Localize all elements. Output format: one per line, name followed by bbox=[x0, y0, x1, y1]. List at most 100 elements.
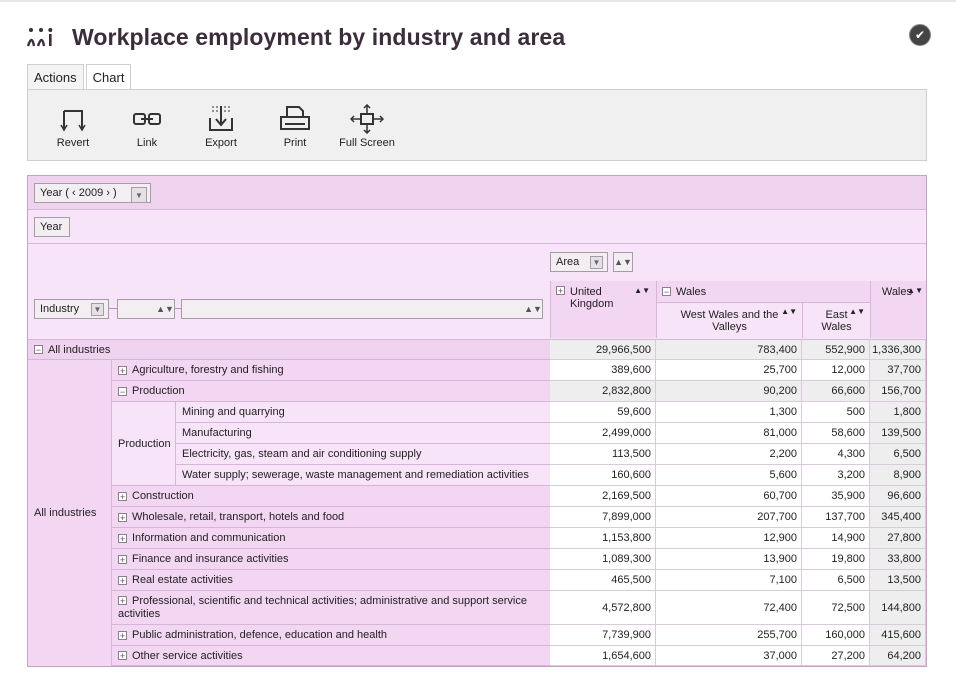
expand-icon[interactable]: + bbox=[118, 491, 127, 502]
tab-chart[interactable]: Chart bbox=[85, 64, 132, 89]
row-electricity[interactable]: Electricity, gas, steam and air conditio… bbox=[176, 444, 550, 465]
row-manufacturing[interactable]: Manufacturing bbox=[176, 423, 550, 444]
row-label: Other service activities bbox=[132, 649, 243, 662]
page-title: Workplace employment by industry and are… bbox=[72, 23, 566, 50]
row-label: Agriculture, forestry and fishing bbox=[132, 364, 284, 376]
row-label: Real estate activities bbox=[132, 574, 233, 586]
row-label: Manufacturing bbox=[182, 427, 252, 439]
sort-icon[interactable]: ▲▼ bbox=[634, 286, 650, 295]
expand-icon[interactable]: + bbox=[118, 630, 127, 641]
cell-value: 12,000 bbox=[802, 360, 870, 381]
cell-value: 19,800 bbox=[802, 549, 870, 570]
cell-value: 66,600 bbox=[802, 381, 870, 402]
cell-value: 465,500 bbox=[550, 570, 656, 591]
row-group-label: All industries bbox=[34, 507, 97, 519]
row-public-admin[interactable]: + Public administration, defence, educati… bbox=[112, 625, 550, 646]
cell-value: 13,900 bbox=[656, 549, 802, 570]
cell-value: 2,169,500 bbox=[550, 486, 656, 507]
year-filter-band: Year ( ‹ 2009 › ) ▼ bbox=[28, 176, 926, 210]
sort-icon[interactable]: ▲▼ bbox=[156, 304, 174, 314]
top-divider bbox=[0, 0, 956, 2]
printer-icon bbox=[280, 106, 310, 130]
revert-button[interactable]: Revert bbox=[38, 104, 108, 149]
cell-value: 144,800 bbox=[870, 591, 926, 625]
cell-value: 6,500 bbox=[802, 570, 870, 591]
row-label: Mining and quarrying bbox=[182, 406, 285, 418]
check-icon[interactable]: ✔ bbox=[909, 24, 931, 46]
cell-value: 156,700 bbox=[870, 381, 926, 402]
cell-value: 59,600 bbox=[550, 402, 656, 423]
expand-icon[interactable]: + bbox=[118, 651, 127, 661]
toolbar: Revert Link Export Print Full Screen bbox=[27, 89, 927, 161]
row-real-estate[interactable]: + Real estate activities bbox=[112, 570, 550, 591]
cell-value: 113,500 bbox=[550, 444, 656, 465]
row-all-industries[interactable]: − All industries bbox=[28, 339, 550, 360]
row-label: Public administration, defence, educatio… bbox=[132, 629, 388, 641]
industry-dropdown-button[interactable]: ▼ bbox=[91, 303, 104, 316]
collapse-icon[interactable]: − bbox=[118, 386, 127, 397]
expand-icon[interactable]: + bbox=[118, 595, 127, 606]
column-header-wales-group[interactable]: − Wales bbox=[656, 281, 870, 303]
expand-icon[interactable]: + bbox=[118, 554, 127, 565]
east-wales-label: East Wales bbox=[821, 308, 852, 333]
area-sort-button[interactable]: ▲▼ bbox=[613, 252, 633, 272]
sort-icon[interactable]: ▲▼ bbox=[781, 307, 797, 316]
industry-level2-select[interactable] bbox=[117, 299, 175, 319]
column-header-uk[interactable]: + United Kingdom ▲▼ bbox=[550, 281, 656, 338]
cell-value: 552,900 bbox=[802, 339, 870, 360]
cell-value: 29,966,500 bbox=[550, 339, 656, 360]
collapse-icon[interactable]: − bbox=[34, 345, 43, 355]
column-header-wales-total[interactable]: Wales ▲▼ bbox=[870, 281, 926, 338]
area-dropdown-button[interactable]: ▼ bbox=[590, 256, 603, 269]
expand-icon[interactable]: + bbox=[118, 533, 127, 544]
cell-value: 8,900 bbox=[870, 465, 926, 486]
row-information[interactable]: + Information and communication bbox=[112, 528, 550, 549]
print-button[interactable]: Print bbox=[260, 104, 330, 149]
expand-icon[interactable]: + bbox=[556, 286, 565, 296]
industry-chip[interactable]: Industry bbox=[34, 299, 109, 319]
industry-level3-select[interactable] bbox=[181, 299, 543, 319]
sort-icon[interactable]: ▲▼ bbox=[524, 304, 542, 314]
year-dropdown-button[interactable]: ▼ bbox=[131, 187, 147, 203]
year-row-chip[interactable]: Year bbox=[34, 217, 70, 237]
tab-actions[interactable]: Actions bbox=[27, 64, 84, 89]
cell-value: 60,700 bbox=[656, 486, 802, 507]
row-label: Wholesale, retail, transport, hotels and… bbox=[132, 511, 345, 523]
row-production[interactable]: − Production bbox=[112, 381, 550, 402]
cell-value: 415,600 bbox=[870, 625, 926, 646]
link-button[interactable]: Link bbox=[112, 104, 182, 149]
cell-value: 1,089,300 bbox=[550, 549, 656, 570]
row-construction[interactable]: + Construction bbox=[112, 486, 550, 507]
expand-icon[interactable]: + bbox=[118, 512, 127, 523]
revert-label: Revert bbox=[56, 137, 90, 149]
cell-value: 27,200 bbox=[802, 646, 870, 666]
cell-value: 255,700 bbox=[656, 625, 802, 646]
row-finance[interactable]: + Finance and insurance activities bbox=[112, 549, 550, 570]
column-header-east-wales[interactable]: East Wales ▲▼ bbox=[802, 303, 870, 338]
row-professional[interactable]: + Professional, scientific and technical … bbox=[112, 591, 550, 625]
row-other-service[interactable]: + Other service activities bbox=[112, 646, 550, 666]
row-water[interactable]: Water supply; sewerage, waste management… bbox=[176, 465, 550, 486]
export-icon bbox=[209, 106, 233, 131]
cell-value: 1,300 bbox=[656, 402, 802, 423]
expand-icon[interactable]: + bbox=[118, 365, 127, 376]
row-agriculture[interactable]: + Agriculture, forestry and fishing bbox=[112, 360, 550, 381]
export-button[interactable]: Export bbox=[186, 104, 256, 149]
year-filter-label: Year ( ‹ 2009 › ) bbox=[40, 187, 117, 199]
column-header-west-wales[interactable]: West Wales and the Valleys ▲▼ bbox=[656, 303, 802, 338]
sort-icon[interactable]: ▲▼ bbox=[849, 307, 865, 316]
collapse-icon[interactable]: − bbox=[662, 287, 671, 297]
cell-value: 783,400 bbox=[656, 339, 802, 360]
row-label: Water supply; sewerage, waste management… bbox=[182, 469, 529, 481]
uk-label: United Kingdom bbox=[570, 286, 614, 310]
connector-line bbox=[175, 308, 181, 309]
sort-icon[interactable]: ▲▼ bbox=[907, 286, 923, 295]
row-wholesale[interactable]: + Wholesale, retail, transport, hotels an… bbox=[112, 507, 550, 528]
year-filter-chip[interactable]: Year ( ‹ 2009 › ) bbox=[34, 183, 151, 203]
expand-icon[interactable]: + bbox=[118, 575, 127, 586]
full-screen-button[interactable]: Full Screen bbox=[332, 104, 402, 149]
row-mining[interactable]: Mining and quarrying bbox=[176, 402, 550, 423]
cell-value: 33,800 bbox=[870, 549, 926, 570]
area-label: Area bbox=[556, 256, 580, 268]
row-group-label: Production bbox=[118, 437, 171, 450]
